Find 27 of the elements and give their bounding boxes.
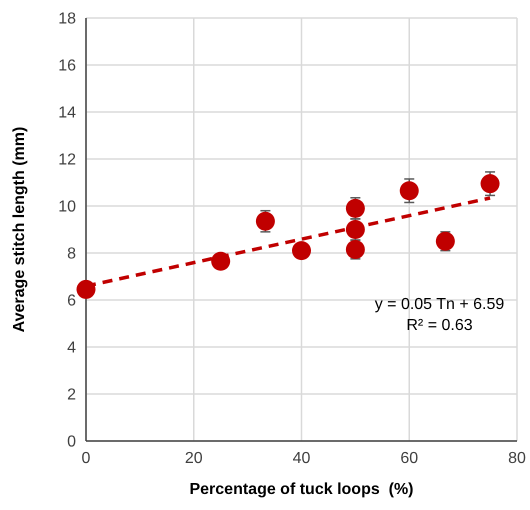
y-tick-label: 2 [67,386,76,404]
x-tick-label: 20 [184,450,203,467]
annotation: R² = 0.63 [406,317,473,334]
y-tick-label: 0 [67,434,76,451]
point [436,232,455,251]
y-tick-label: 12 [58,152,76,169]
x-axis-title: Percentage of tuck loops (%) [189,481,414,498]
y-tick-label: 10 [58,198,76,216]
point [400,181,419,200]
x-tick-label: 0 [82,450,91,467]
y-axis-title: Average stitch length (mm) [11,126,28,332]
x-tick-label: 40 [292,450,310,467]
point [256,212,275,231]
y-tick-label: 16 [58,58,76,75]
y-tick-label: 8 [67,246,76,263]
y-tick-label: 14 [58,104,76,122]
point [292,241,311,260]
y-tick-label: 6 [67,292,76,310]
annotation: y = 0.05 Tn + 6.59 [374,296,504,313]
point [211,252,230,271]
point [480,174,500,194]
y-tick-label: 4 [67,340,76,357]
x-tick-label: 60 [400,450,418,467]
y-tick-label: 18 [58,10,76,28]
x-tick-label: 80 [508,450,526,467]
point [346,240,365,259]
point [76,280,96,299]
